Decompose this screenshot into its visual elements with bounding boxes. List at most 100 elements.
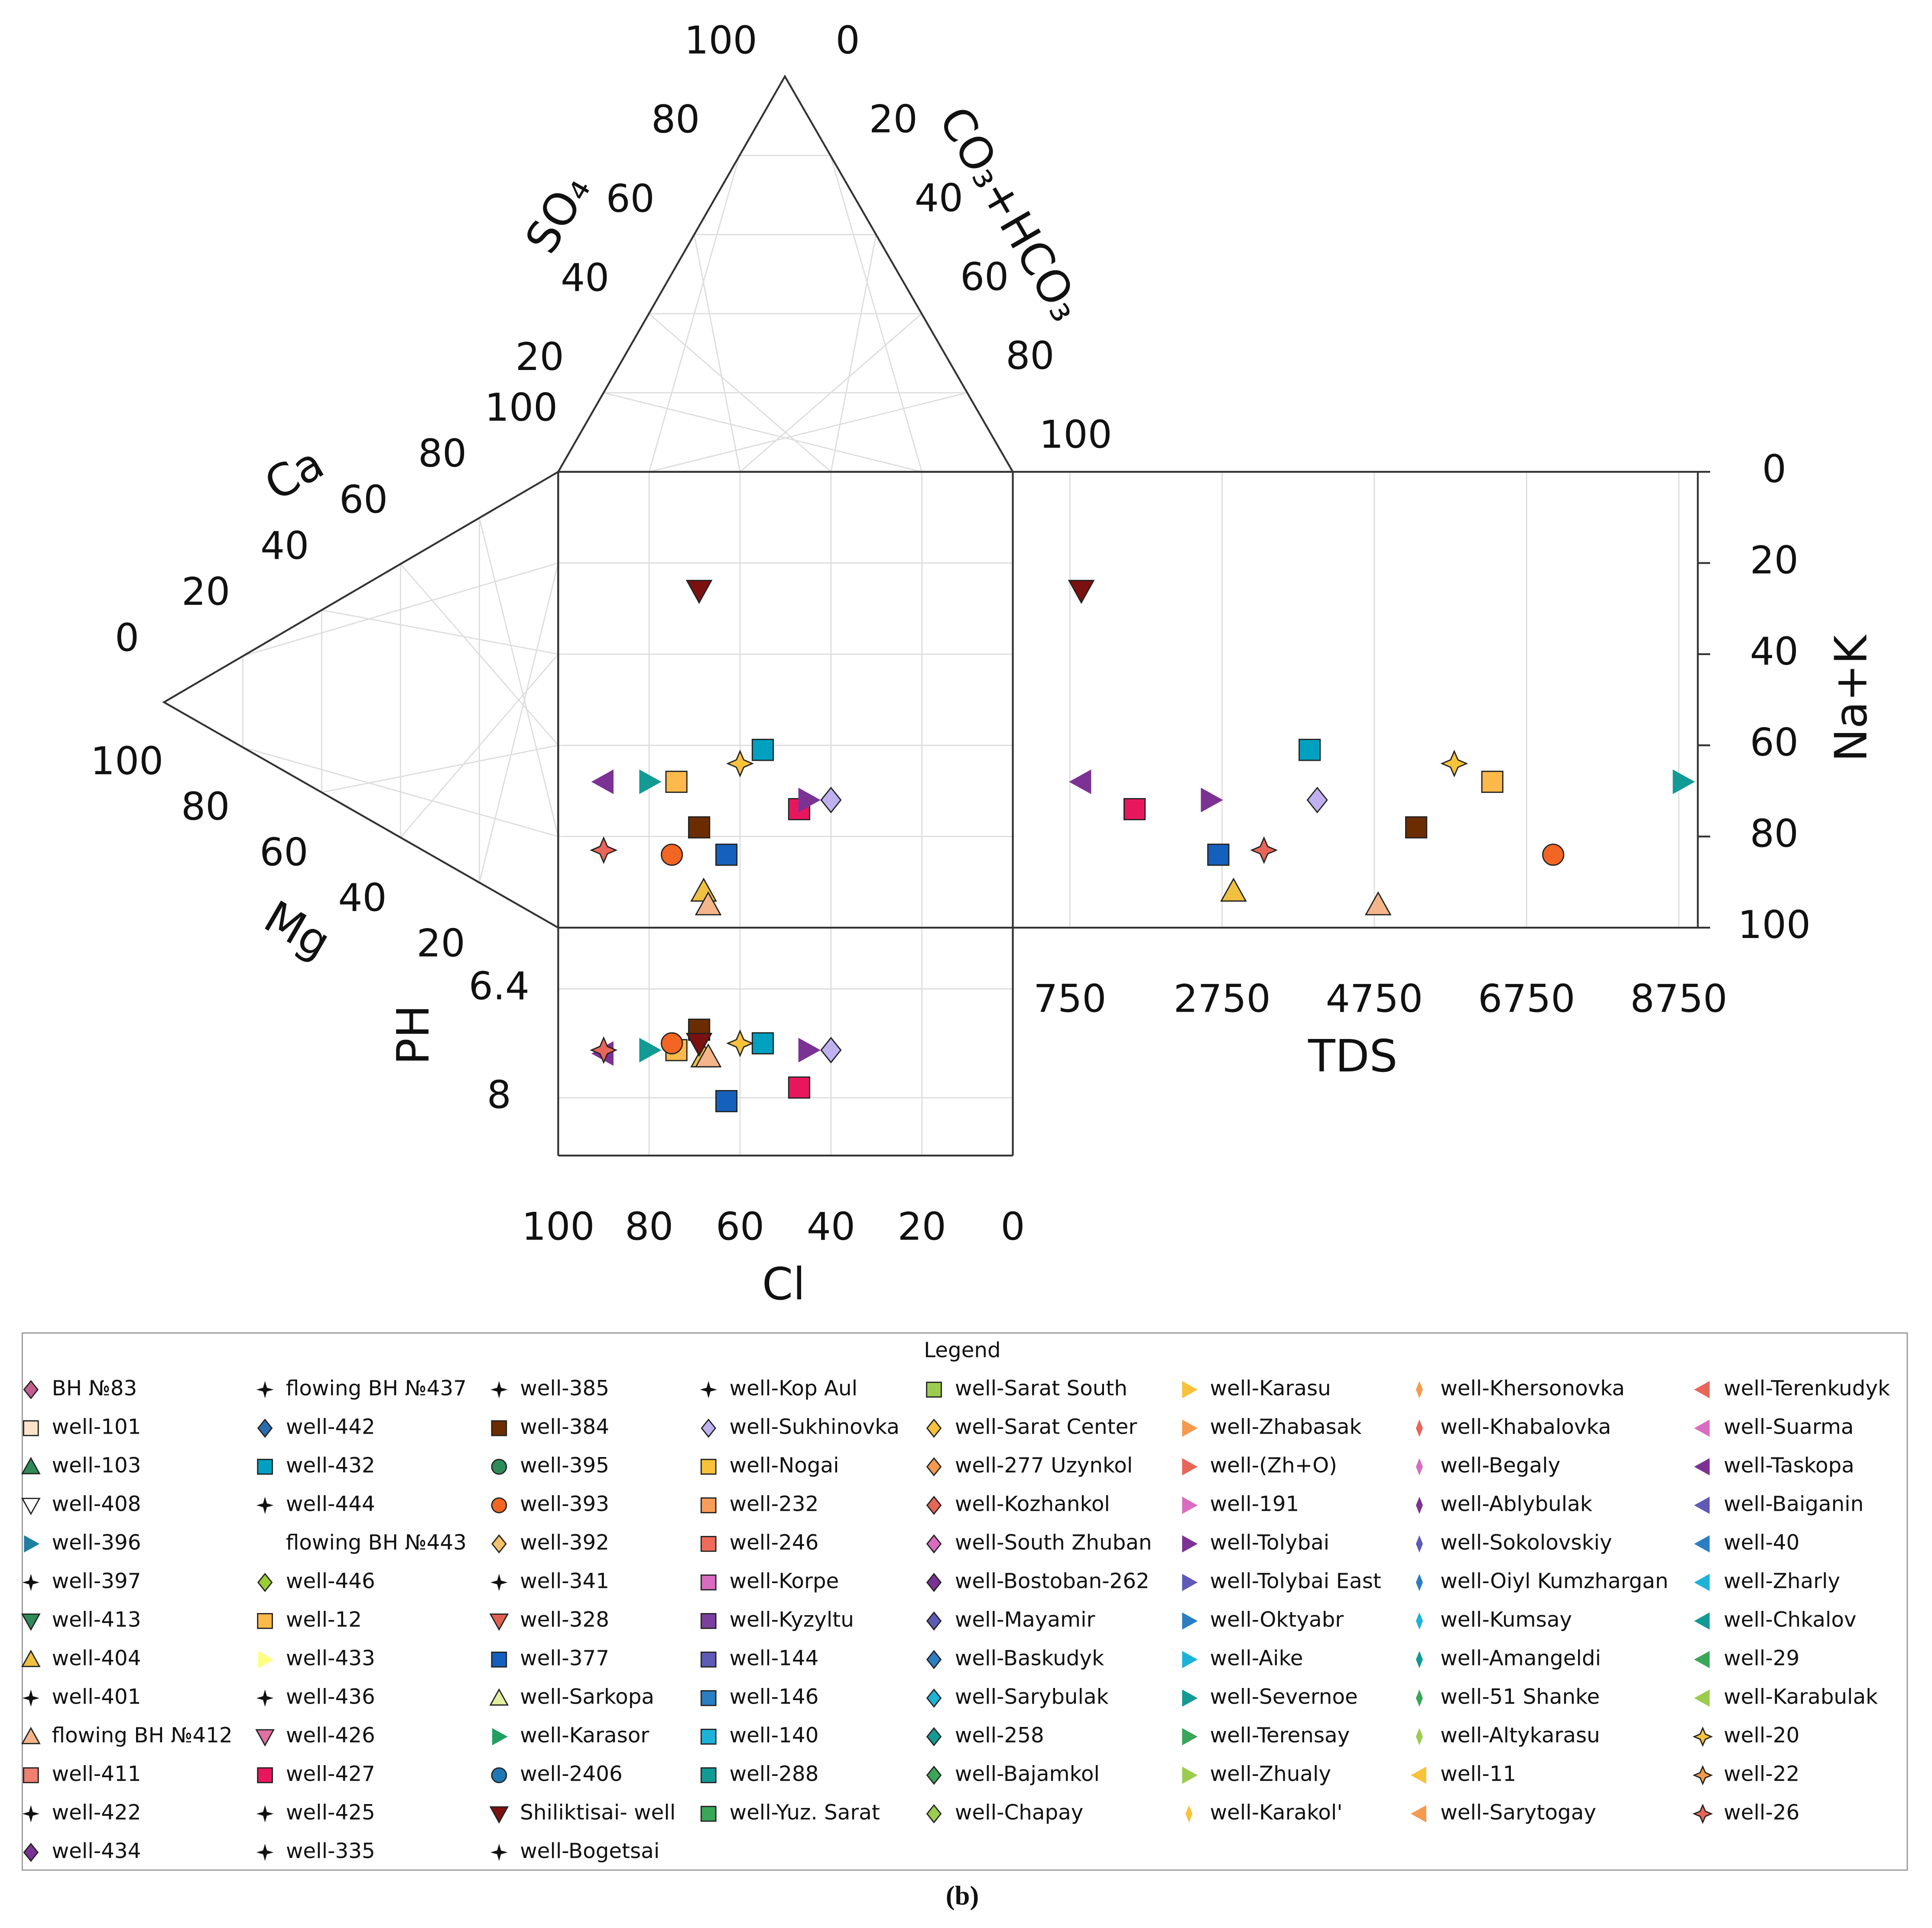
triangle-tick-label: 60	[339, 477, 388, 522]
legend-label: well-396	[52, 1530, 141, 1555]
tds-point	[1364, 891, 1392, 915]
legend-marker	[491, 1767, 507, 1783]
tds-point	[1299, 739, 1321, 761]
legend-marker	[489, 1806, 509, 1824]
legend-marker	[700, 1459, 717, 1475]
square-point	[688, 816, 711, 839]
legend-label: well-384	[520, 1415, 609, 1439]
legend-label: well-Mayamir	[955, 1607, 1095, 1632]
legend-label: well-Severnoe	[1210, 1685, 1358, 1709]
y-tick-label: 20	[1750, 538, 1799, 582]
legend-marker	[1694, 1496, 1710, 1514]
legend-marker	[1416, 1535, 1423, 1553]
square-point	[715, 844, 738, 866]
x-tick-label: 80	[625, 1204, 673, 1249]
legend-marker	[1182, 1496, 1198, 1514]
triangle-grid	[603, 392, 922, 473]
legend-label: well-Terensay	[1210, 1723, 1350, 1747]
legend-label: well-Tolybai East	[1210, 1569, 1381, 1593]
legend-marker	[926, 1688, 942, 1708]
triangle-tick-label: 40	[260, 523, 309, 568]
legend-label: well-Chapay	[955, 1800, 1083, 1824]
legend-marker	[1182, 1419, 1198, 1437]
square-point	[820, 786, 842, 814]
legend-marker	[926, 1573, 942, 1592]
legend-marker	[256, 1381, 274, 1399]
legend-label: well-Bostoban-262	[955, 1569, 1149, 1593]
legend-label: well-Karasor	[520, 1723, 649, 1747]
legend-label: well-Kumsay	[1440, 1607, 1572, 1632]
legend-label: well-288	[730, 1762, 819, 1786]
legend-marker	[926, 1496, 942, 1515]
legend-label: well-385	[520, 1376, 609, 1400]
triangle-grid	[243, 747, 558, 837]
legend-marker	[22, 1689, 40, 1707]
ph-point	[820, 1037, 842, 1064]
ph-tick-label: 8	[487, 1073, 511, 1117]
legend-label: well-12	[286, 1607, 362, 1632]
tds-tick-label: 8750	[1630, 977, 1727, 1021]
triangle-tick-label: 100	[485, 385, 558, 430]
legend-label: well-Altykarasu	[1440, 1723, 1600, 1747]
legend-marker	[1694, 1535, 1710, 1553]
y-tick-label: 60	[1750, 720, 1799, 765]
legend-marker	[926, 1611, 942, 1631]
legend-marker	[700, 1381, 718, 1399]
legend-marker	[492, 1728, 508, 1746]
legend-label: well-Bogetsai	[520, 1839, 659, 1863]
legend-label: well-393	[520, 1492, 609, 1516]
legend-marker	[1694, 1381, 1710, 1399]
legend-label: well-Sarybulak	[955, 1685, 1109, 1709]
legend-label: well-Karasu	[1210, 1376, 1331, 1400]
triangle-grid	[740, 313, 922, 473]
legend-marker	[926, 1727, 942, 1746]
legend-marker	[22, 1574, 40, 1591]
legend-marker	[926, 1382, 942, 1398]
legend-marker	[700, 1690, 717, 1706]
triangle-tick-label: 80	[1006, 333, 1054, 378]
legend-label: well-Sarytogay	[1440, 1800, 1596, 1824]
ph-point	[661, 1032, 683, 1055]
legend-marker	[1182, 1766, 1198, 1784]
legend-marker	[23, 1843, 39, 1862]
legend-label: well-Zharly	[1724, 1569, 1840, 1593]
triangle-tick-label: 100	[1039, 412, 1112, 457]
legend-marker	[926, 1534, 942, 1554]
tds-point	[1672, 769, 1695, 794]
triangle-grid	[693, 234, 741, 472]
y-tick-label: 100	[1738, 902, 1811, 947]
legend-label: well-Chkalov	[1724, 1607, 1856, 1632]
legend-label: well-392	[520, 1530, 609, 1555]
legend-label: well-246	[730, 1530, 819, 1555]
triangle-tick-label: 40	[338, 875, 386, 920]
tds-point	[1250, 836, 1278, 864]
legend-marker	[490, 1844, 508, 1861]
square-point	[665, 770, 688, 793]
legend-title: Legend	[924, 1338, 1001, 1362]
legend-label: well-Zhualy	[1210, 1762, 1331, 1786]
legend-marker	[1416, 1419, 1423, 1437]
ph-point	[590, 1036, 618, 1064]
ph-point	[715, 1090, 738, 1113]
triangle-grid	[649, 392, 968, 473]
legend-marker	[1692, 1765, 1713, 1785]
x-tick-label: 40	[807, 1204, 855, 1249]
legend-label: well-Zhabasak	[1210, 1415, 1362, 1439]
legend-label: Shiliktisai- well	[520, 1800, 675, 1824]
legend-marker	[1694, 1574, 1710, 1591]
legend-label: well-26	[1724, 1800, 1799, 1824]
legend-label: well-Kop Aul	[730, 1376, 858, 1400]
tds-tick-label: 2750	[1173, 977, 1270, 1021]
legend-marker	[257, 1767, 273, 1783]
legend-marker	[491, 1534, 507, 1554]
legend-label: well-Begaly	[1440, 1453, 1560, 1477]
legend-marker	[23, 1420, 39, 1436]
legend-marker	[1694, 1612, 1710, 1630]
legend-label: flowing BH №443	[286, 1530, 467, 1555]
legend-marker	[1694, 1419, 1710, 1437]
legend-label: well-404	[52, 1646, 141, 1670]
legend-label: well-Oktyabr	[1210, 1607, 1344, 1632]
triangle-grid	[830, 155, 923, 472]
cl-axis-title: Cl	[762, 1259, 805, 1310]
x-tick-label: 100	[522, 1204, 594, 1249]
